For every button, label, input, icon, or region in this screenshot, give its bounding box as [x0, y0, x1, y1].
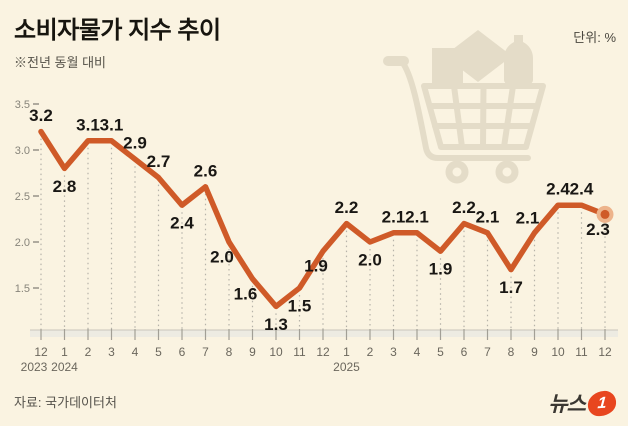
y-tick-label: 1.5: [15, 283, 30, 295]
data-label: 2.2: [452, 198, 476, 217]
cart-frame: [399, 59, 531, 161]
data-label: 2.8: [53, 177, 77, 196]
data-label: 2.7: [147, 152, 171, 171]
data-label: 3.1: [100, 115, 124, 134]
x-month-label: 12: [34, 345, 48, 359]
data-label: 2.4: [570, 180, 594, 199]
x-month-label: 4: [132, 345, 139, 359]
x-month-label: 10: [269, 345, 283, 359]
x-month-label: 2: [367, 345, 374, 359]
x-year-label: 2025: [333, 360, 360, 374]
cart-bottle-item: [504, 35, 533, 84]
x-month-label: 4: [414, 345, 421, 359]
x-month-label: 12: [598, 345, 612, 359]
news1-logo-badge: 1: [587, 389, 617, 417]
y-tick-label: 3.0: [15, 145, 30, 157]
data-label: 2.2: [335, 198, 359, 217]
data-label: 1.9: [304, 257, 328, 276]
x-axis-band: [30, 330, 618, 337]
unit-label: 단위: %: [573, 30, 616, 45]
data-label: 1.6: [234, 284, 258, 303]
x-year-label: 2023: [21, 360, 48, 374]
y-tick-label: 2.0: [15, 237, 30, 249]
x-month-label: 6: [179, 345, 186, 359]
data-label: 2.1: [516, 208, 540, 227]
x-month-label: 7: [484, 345, 491, 359]
data-label: 1.5: [288, 297, 312, 316]
cart-diamond-item: [444, 30, 512, 82]
data-label: 3.2: [29, 106, 53, 125]
x-month-label: 3: [390, 345, 397, 359]
x-month-label: 5: [155, 345, 162, 359]
cpi-line-series: [38, 128, 608, 310]
data-label: 3.1: [76, 115, 100, 134]
x-month-label: 11: [575, 345, 588, 359]
data-label: 2.0: [210, 248, 234, 267]
data-label: 2.0: [358, 251, 382, 270]
data-label: 2.4: [546, 180, 570, 199]
x-month-label: 6: [461, 345, 468, 359]
x-month-label: 11: [293, 345, 306, 359]
data-label: 1.9: [429, 260, 453, 279]
data-label: 1.7: [499, 278, 523, 297]
page-title: 소비자물가 지수 추이: [14, 17, 221, 44]
cart-wheel: [445, 160, 469, 184]
data-label: 2.1: [405, 207, 429, 226]
data-label: 2.1: [476, 207, 500, 226]
shopping-cart-icon: [383, 30, 546, 184]
chart-note: ※전년 동월 대비: [14, 55, 106, 70]
data-label: 2.9: [123, 134, 147, 153]
x-month-label: 1: [61, 345, 68, 359]
x-month-label: 8: [226, 345, 233, 359]
x-year-label: 2024: [51, 360, 78, 374]
last-point-dot: [600, 209, 610, 219]
y-tick-label: 2.5: [15, 191, 30, 203]
x-month-label: 7: [202, 345, 209, 359]
y-tick-label: 3.5: [15, 99, 30, 111]
data-label: 1.3: [264, 315, 288, 334]
news1-logo-text: 뉴스: [548, 393, 586, 416]
data-label: 2.4: [170, 214, 194, 233]
news1-logo-number: 1: [596, 393, 608, 412]
x-month-label: 10: [551, 345, 565, 359]
x-month-label: 8: [508, 345, 515, 359]
x-month-label: 9: [249, 345, 256, 359]
cart-wheel: [495, 160, 519, 184]
x-month-label: 12: [316, 345, 330, 359]
data-label: 2.3: [586, 220, 610, 239]
x-month-label: 5: [437, 345, 444, 359]
x-month-label: 2: [85, 345, 92, 359]
x-month-label: 9: [531, 345, 538, 359]
source-label: 자료: 국가데이터처: [14, 395, 117, 410]
x-month-label: 1: [343, 345, 350, 359]
data-label: 2.1: [382, 207, 406, 226]
news1-logo: 뉴스 1: [548, 388, 617, 418]
x-month-label: 3: [108, 345, 115, 359]
data-label: 2.6: [194, 161, 218, 180]
